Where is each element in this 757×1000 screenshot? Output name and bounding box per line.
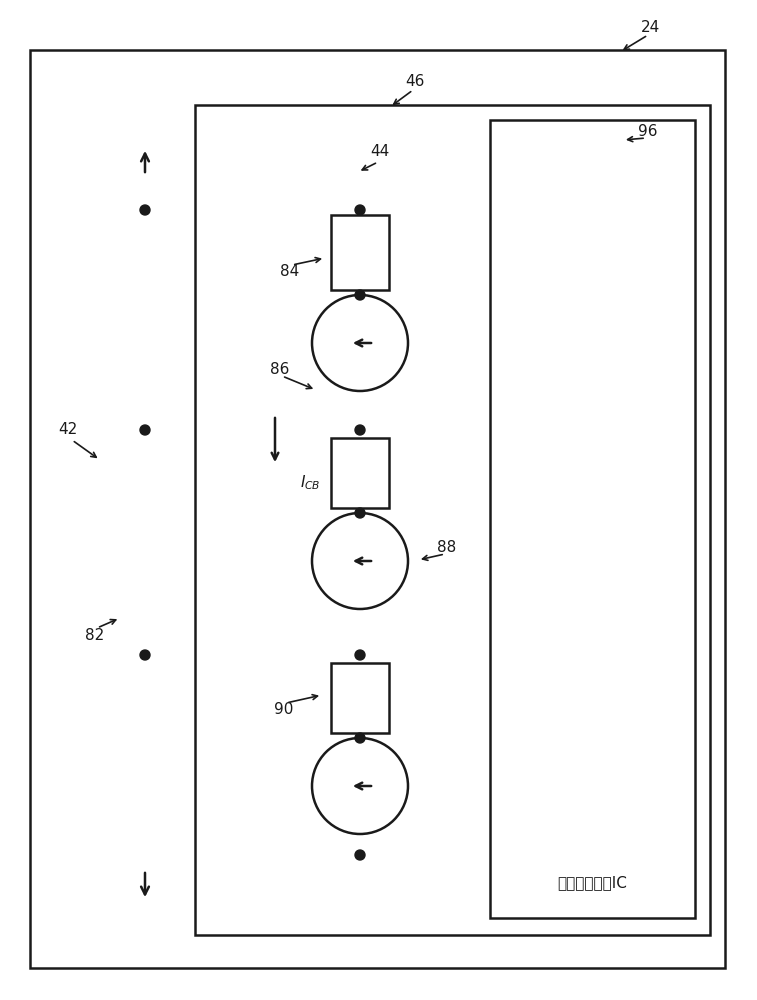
Text: 24: 24 (640, 20, 659, 35)
Circle shape (355, 850, 365, 860)
Circle shape (140, 650, 150, 660)
Circle shape (355, 650, 365, 660)
Circle shape (355, 508, 365, 518)
Text: 84: 84 (280, 264, 300, 279)
Bar (331, 215, 389, 290)
Bar (331, 438, 389, 508)
Bar (490, 120, 695, 918)
Text: 44: 44 (370, 144, 390, 159)
Text: 82: 82 (86, 628, 104, 643)
Text: 电池单元监测IC: 电池单元监测IC (558, 876, 628, 890)
Text: 46: 46 (405, 75, 425, 90)
Text: $I_{CB}$: $I_{CB}$ (300, 474, 320, 492)
Text: 42: 42 (58, 422, 78, 438)
Text: 90: 90 (274, 702, 294, 718)
Text: 86: 86 (270, 362, 290, 377)
Text: 88: 88 (438, 540, 456, 556)
Circle shape (355, 733, 365, 743)
Circle shape (140, 425, 150, 435)
Circle shape (355, 425, 365, 435)
Circle shape (355, 205, 365, 215)
Circle shape (355, 290, 365, 300)
Text: 96: 96 (638, 124, 658, 139)
Bar (195, 105, 710, 935)
Circle shape (140, 205, 150, 215)
Bar (331, 663, 389, 733)
